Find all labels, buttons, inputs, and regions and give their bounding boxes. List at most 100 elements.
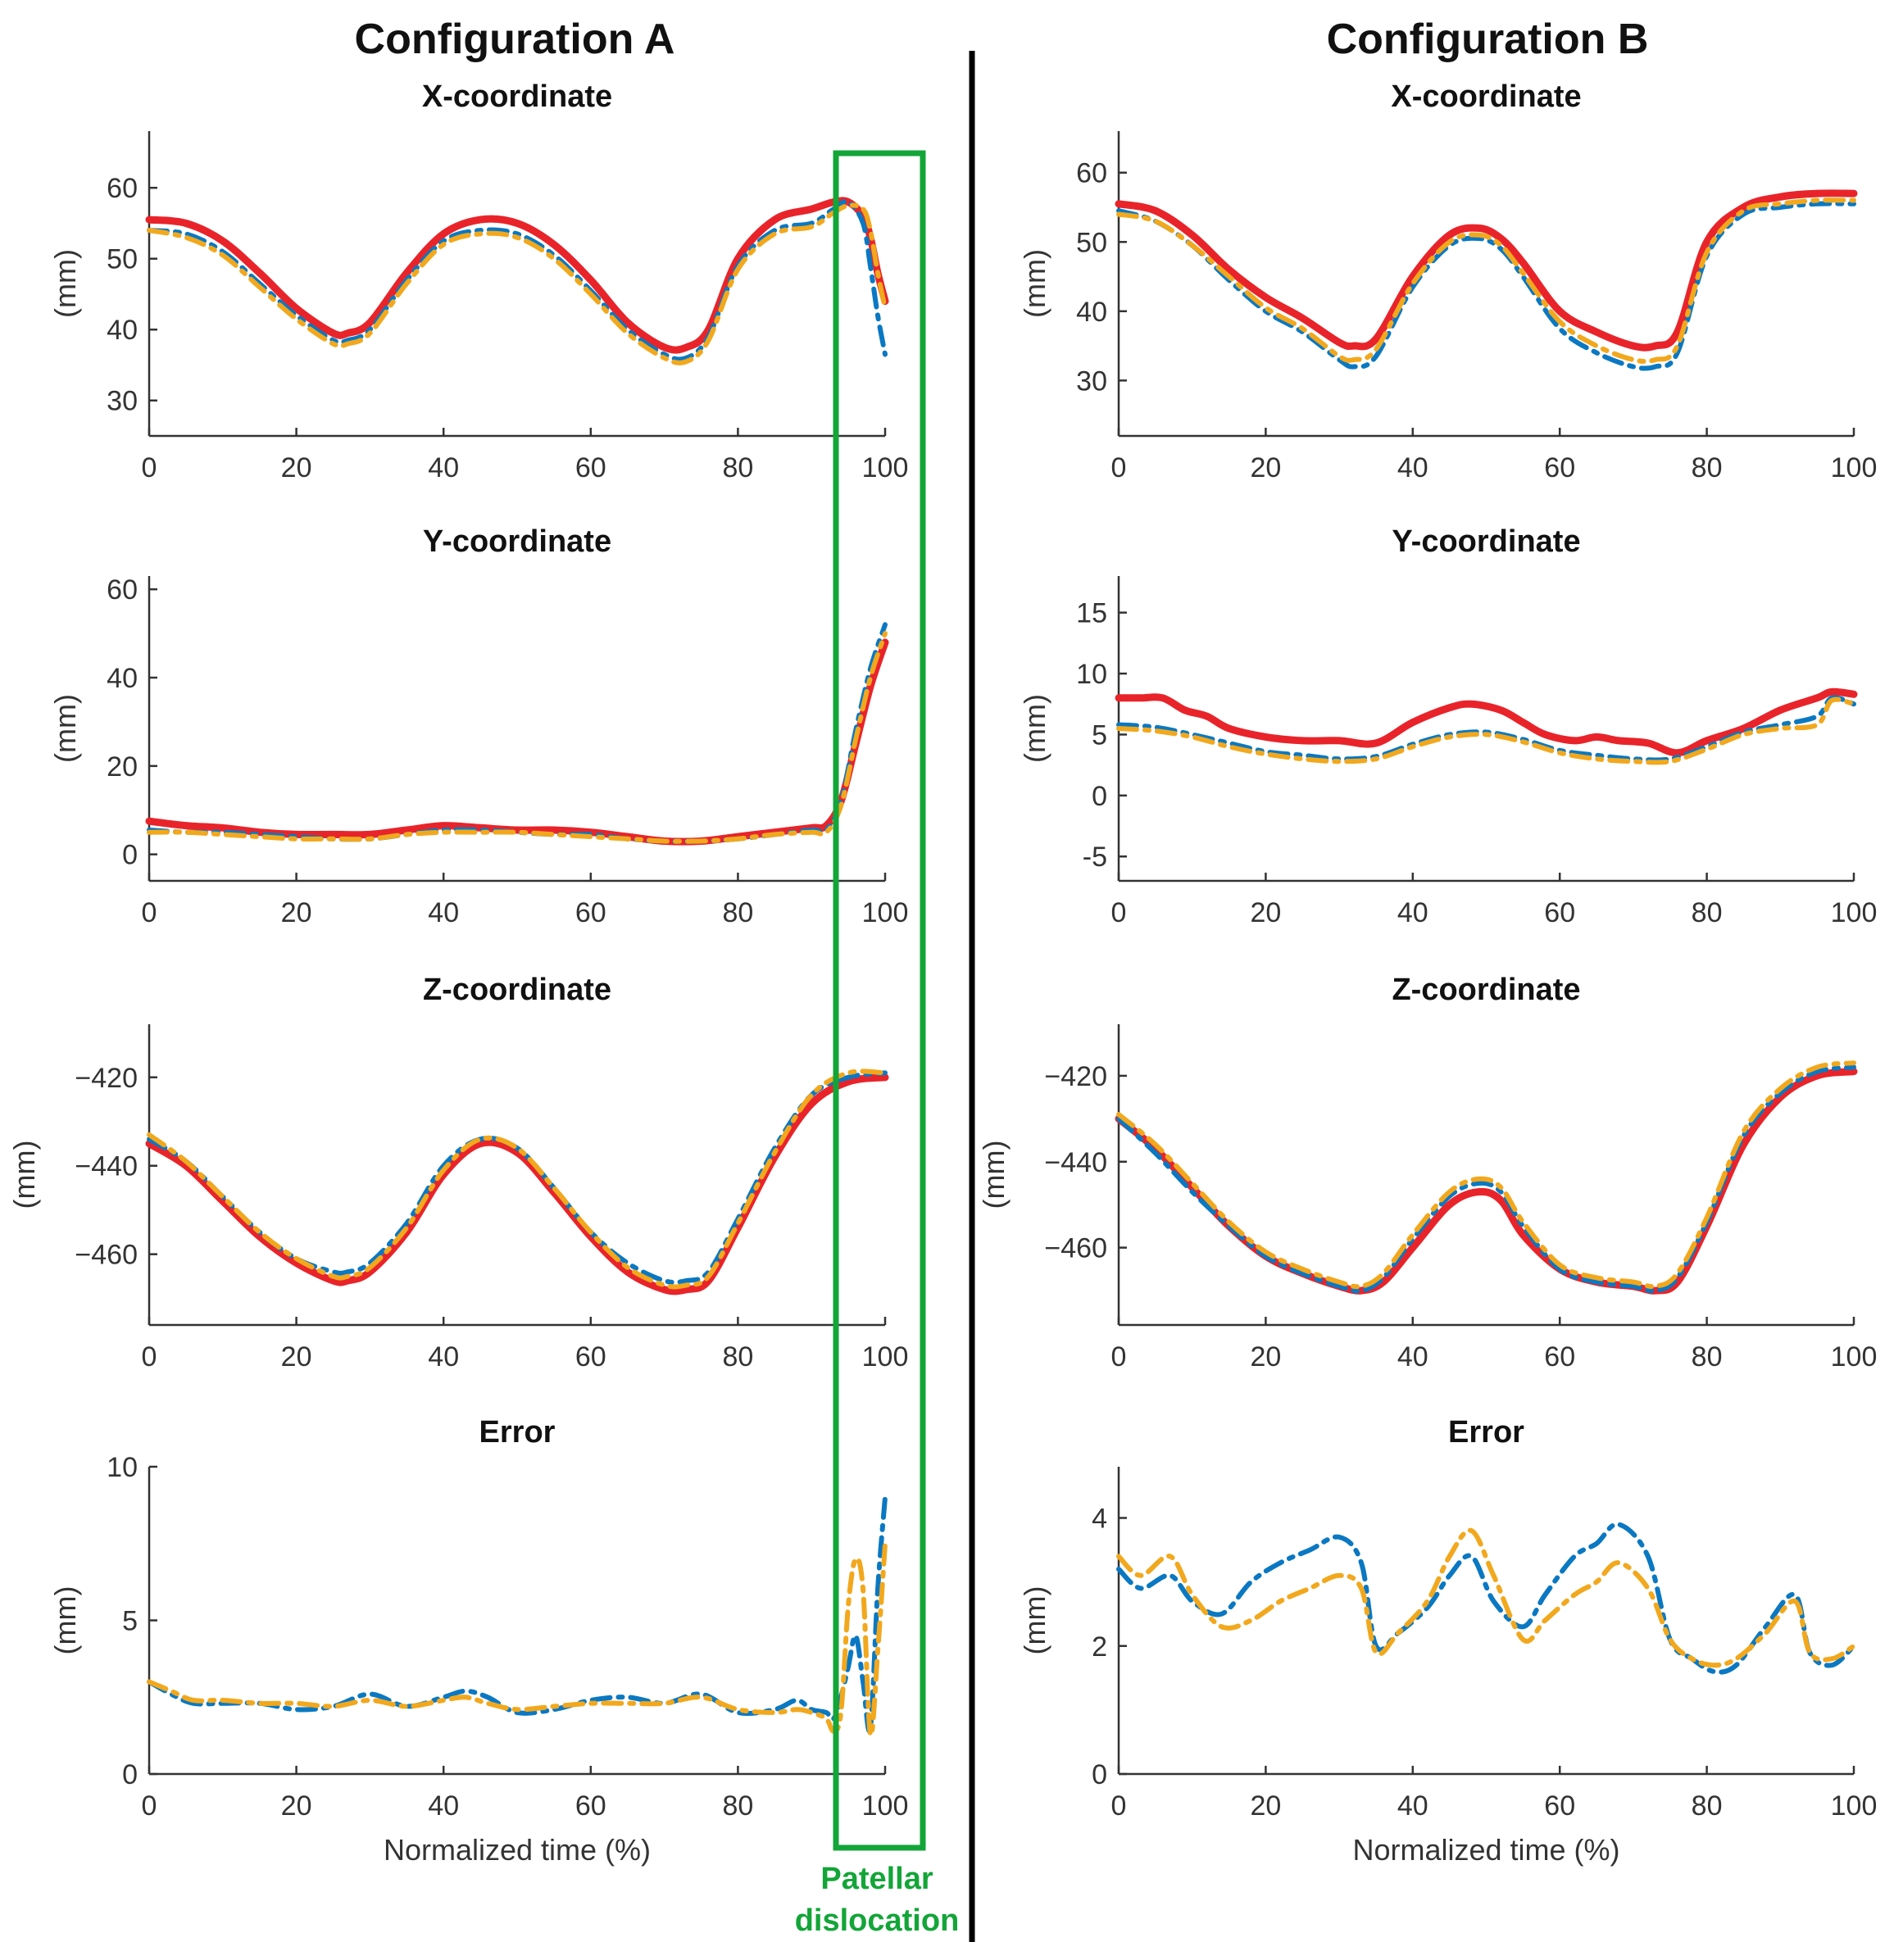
- x-tick-label: 40: [1397, 897, 1428, 928]
- x-tick-label: 60: [575, 897, 606, 928]
- x-tick-label: 20: [281, 1790, 312, 1822]
- x-tick-label: 80: [722, 452, 753, 483]
- x-tick-label: 80: [1692, 1790, 1723, 1822]
- x-tick-label: 80: [1692, 897, 1723, 928]
- y-tick-label: −440: [75, 1151, 138, 1182]
- y-tick-label: 10: [1076, 659, 1107, 690]
- x-tick-label: 100: [862, 452, 909, 483]
- x-tick-label: 40: [1397, 1341, 1428, 1372]
- y-axis-label: (mm): [977, 1141, 1011, 1209]
- x-tick-label: 60: [575, 1341, 606, 1372]
- x-tick-label: 60: [575, 452, 606, 483]
- patellar-dislocation-box: [833, 150, 926, 1851]
- x-axis-label: Normalized time (%): [384, 1833, 651, 1867]
- x-tick-label: 100: [862, 1341, 909, 1372]
- x-tick-label: 100: [862, 897, 909, 928]
- series-line-orange: [1116, 696, 1856, 765]
- y-tick-label: −420: [75, 1063, 138, 1094]
- series-line-blue: [1116, 1522, 1856, 1675]
- chart-title: Error: [1448, 1415, 1524, 1450]
- series-line-orange: [147, 1068, 888, 1290]
- x-tick-label: 0: [142, 897, 157, 928]
- x-tick-label: 0: [142, 1790, 157, 1822]
- x-tick-label: 20: [1250, 897, 1281, 928]
- x-tick-label: 60: [575, 1790, 606, 1822]
- chart-panel-a-z: Z-coordinate 0 20 40 60 80 100 −460 −440 −420 (mm): [7, 973, 908, 1372]
- y-tick-label: −460: [1044, 1233, 1107, 1264]
- series-line-blue: [147, 1070, 888, 1286]
- x-tick-label: 100: [862, 1790, 909, 1822]
- y-tick-label: 40: [1076, 297, 1107, 328]
- annotation-line1: Patellar: [820, 1862, 933, 1896]
- series-line-orange: [1116, 1060, 1856, 1290]
- x-tick-label: 80: [1692, 452, 1723, 483]
- chart-title: X-coordinate: [422, 79, 612, 114]
- y-tick-label: −420: [1044, 1061, 1107, 1092]
- chart-title: Z-coordinate: [423, 973, 611, 1007]
- series-line-blue: [147, 198, 888, 362]
- y-tick-label: 5: [122, 1606, 138, 1637]
- y-tick-label: 60: [107, 574, 138, 606]
- series-line-orange: [147, 202, 888, 365]
- x-tick-label: 20: [1250, 1790, 1281, 1822]
- series-line-blue: [147, 1495, 888, 1734]
- series-line-orange: [147, 631, 888, 844]
- y-tick-label: 50: [1076, 227, 1107, 258]
- x-tick-label: 20: [281, 897, 312, 928]
- x-tick-label: 80: [722, 1341, 753, 1372]
- y-axis-label: (mm): [1018, 694, 1051, 763]
- y-tick-label: 15: [1076, 598, 1107, 629]
- y-axis-label: (mm): [1018, 1586, 1051, 1655]
- x-tick-label: 80: [722, 897, 753, 928]
- x-tick-label: 40: [428, 452, 459, 483]
- y-axis-label: (mm): [1018, 249, 1051, 318]
- series-line-blue: [1116, 1064, 1856, 1294]
- x-tick-label: 40: [428, 897, 459, 928]
- chart-panel-a-e: Error 0 20 40 60 80 100 0 5 10 (mm) Normalized time…: [48, 1415, 908, 1867]
- x-tick-label: 20: [1250, 452, 1281, 483]
- x-tick-label: 60: [1544, 1790, 1575, 1822]
- y-tick-label: 40: [107, 663, 138, 694]
- chart-panel-a-y: Y-coordinate 0 20 40 60 80 100 0 20 40 60 (mm): [48, 524, 908, 928]
- series-line-orange: [1116, 1527, 1856, 1668]
- series-line-blue: [147, 622, 888, 844]
- x-tick-label: 0: [1111, 897, 1127, 928]
- x-tick-label: 40: [428, 1790, 459, 1822]
- config-b-title: Configuration B: [1327, 16, 1649, 63]
- y-tick-label: 50: [107, 244, 138, 275]
- x-tick-label: 0: [1111, 1790, 1127, 1822]
- y-tick-label: 20: [107, 751, 138, 783]
- y-axis-label: (mm): [48, 249, 82, 318]
- series-line-orange: [1116, 197, 1856, 365]
- chart-panel-b-z: Z-coordinate 0 20 40 60 80 100 −460 −440 −420 (mm): [977, 973, 1877, 1372]
- y-tick-label: 30: [107, 386, 138, 417]
- series-line-red: [1115, 687, 1858, 757]
- series-line-red: [145, 638, 889, 846]
- chart-title: Error: [479, 1415, 556, 1450]
- x-axis-label: Normalized time (%): [1352, 1833, 1619, 1867]
- x-tick-label: 100: [1831, 1341, 1878, 1372]
- x-tick-label: 40: [428, 1341, 459, 1372]
- y-axis-label: (mm): [48, 1586, 82, 1655]
- y-tick-label: 5: [1092, 719, 1107, 751]
- x-tick-label: 20: [281, 452, 312, 483]
- y-tick-label: 0: [1092, 781, 1107, 812]
- chart-panel-b-e: Error 0 20 40 60 80 100 0 2 4 (mm) Normalized time …: [1018, 1415, 1877, 1867]
- x-tick-label: 40: [1397, 452, 1428, 483]
- x-tick-label: 100: [1831, 1790, 1878, 1822]
- y-tick-label: 60: [107, 173, 138, 204]
- x-tick-label: 60: [1544, 452, 1575, 483]
- y-axis-label: (mm): [48, 694, 82, 763]
- y-tick-label: 0: [122, 1759, 138, 1790]
- x-tick-label: 60: [1544, 897, 1575, 928]
- y-tick-label: 0: [122, 840, 138, 871]
- x-tick-label: 100: [1831, 452, 1878, 483]
- chart-panel-b-x: X-coordinate 0 20 40 60 80 100 30 40 50 60 (mm): [1018, 79, 1877, 483]
- x-tick-label: 40: [1397, 1790, 1428, 1822]
- series-line-red: [1115, 189, 1858, 352]
- y-tick-label: 40: [107, 315, 138, 346]
- y-tick-label: 0: [1092, 1759, 1107, 1790]
- series-line-red: [145, 197, 889, 354]
